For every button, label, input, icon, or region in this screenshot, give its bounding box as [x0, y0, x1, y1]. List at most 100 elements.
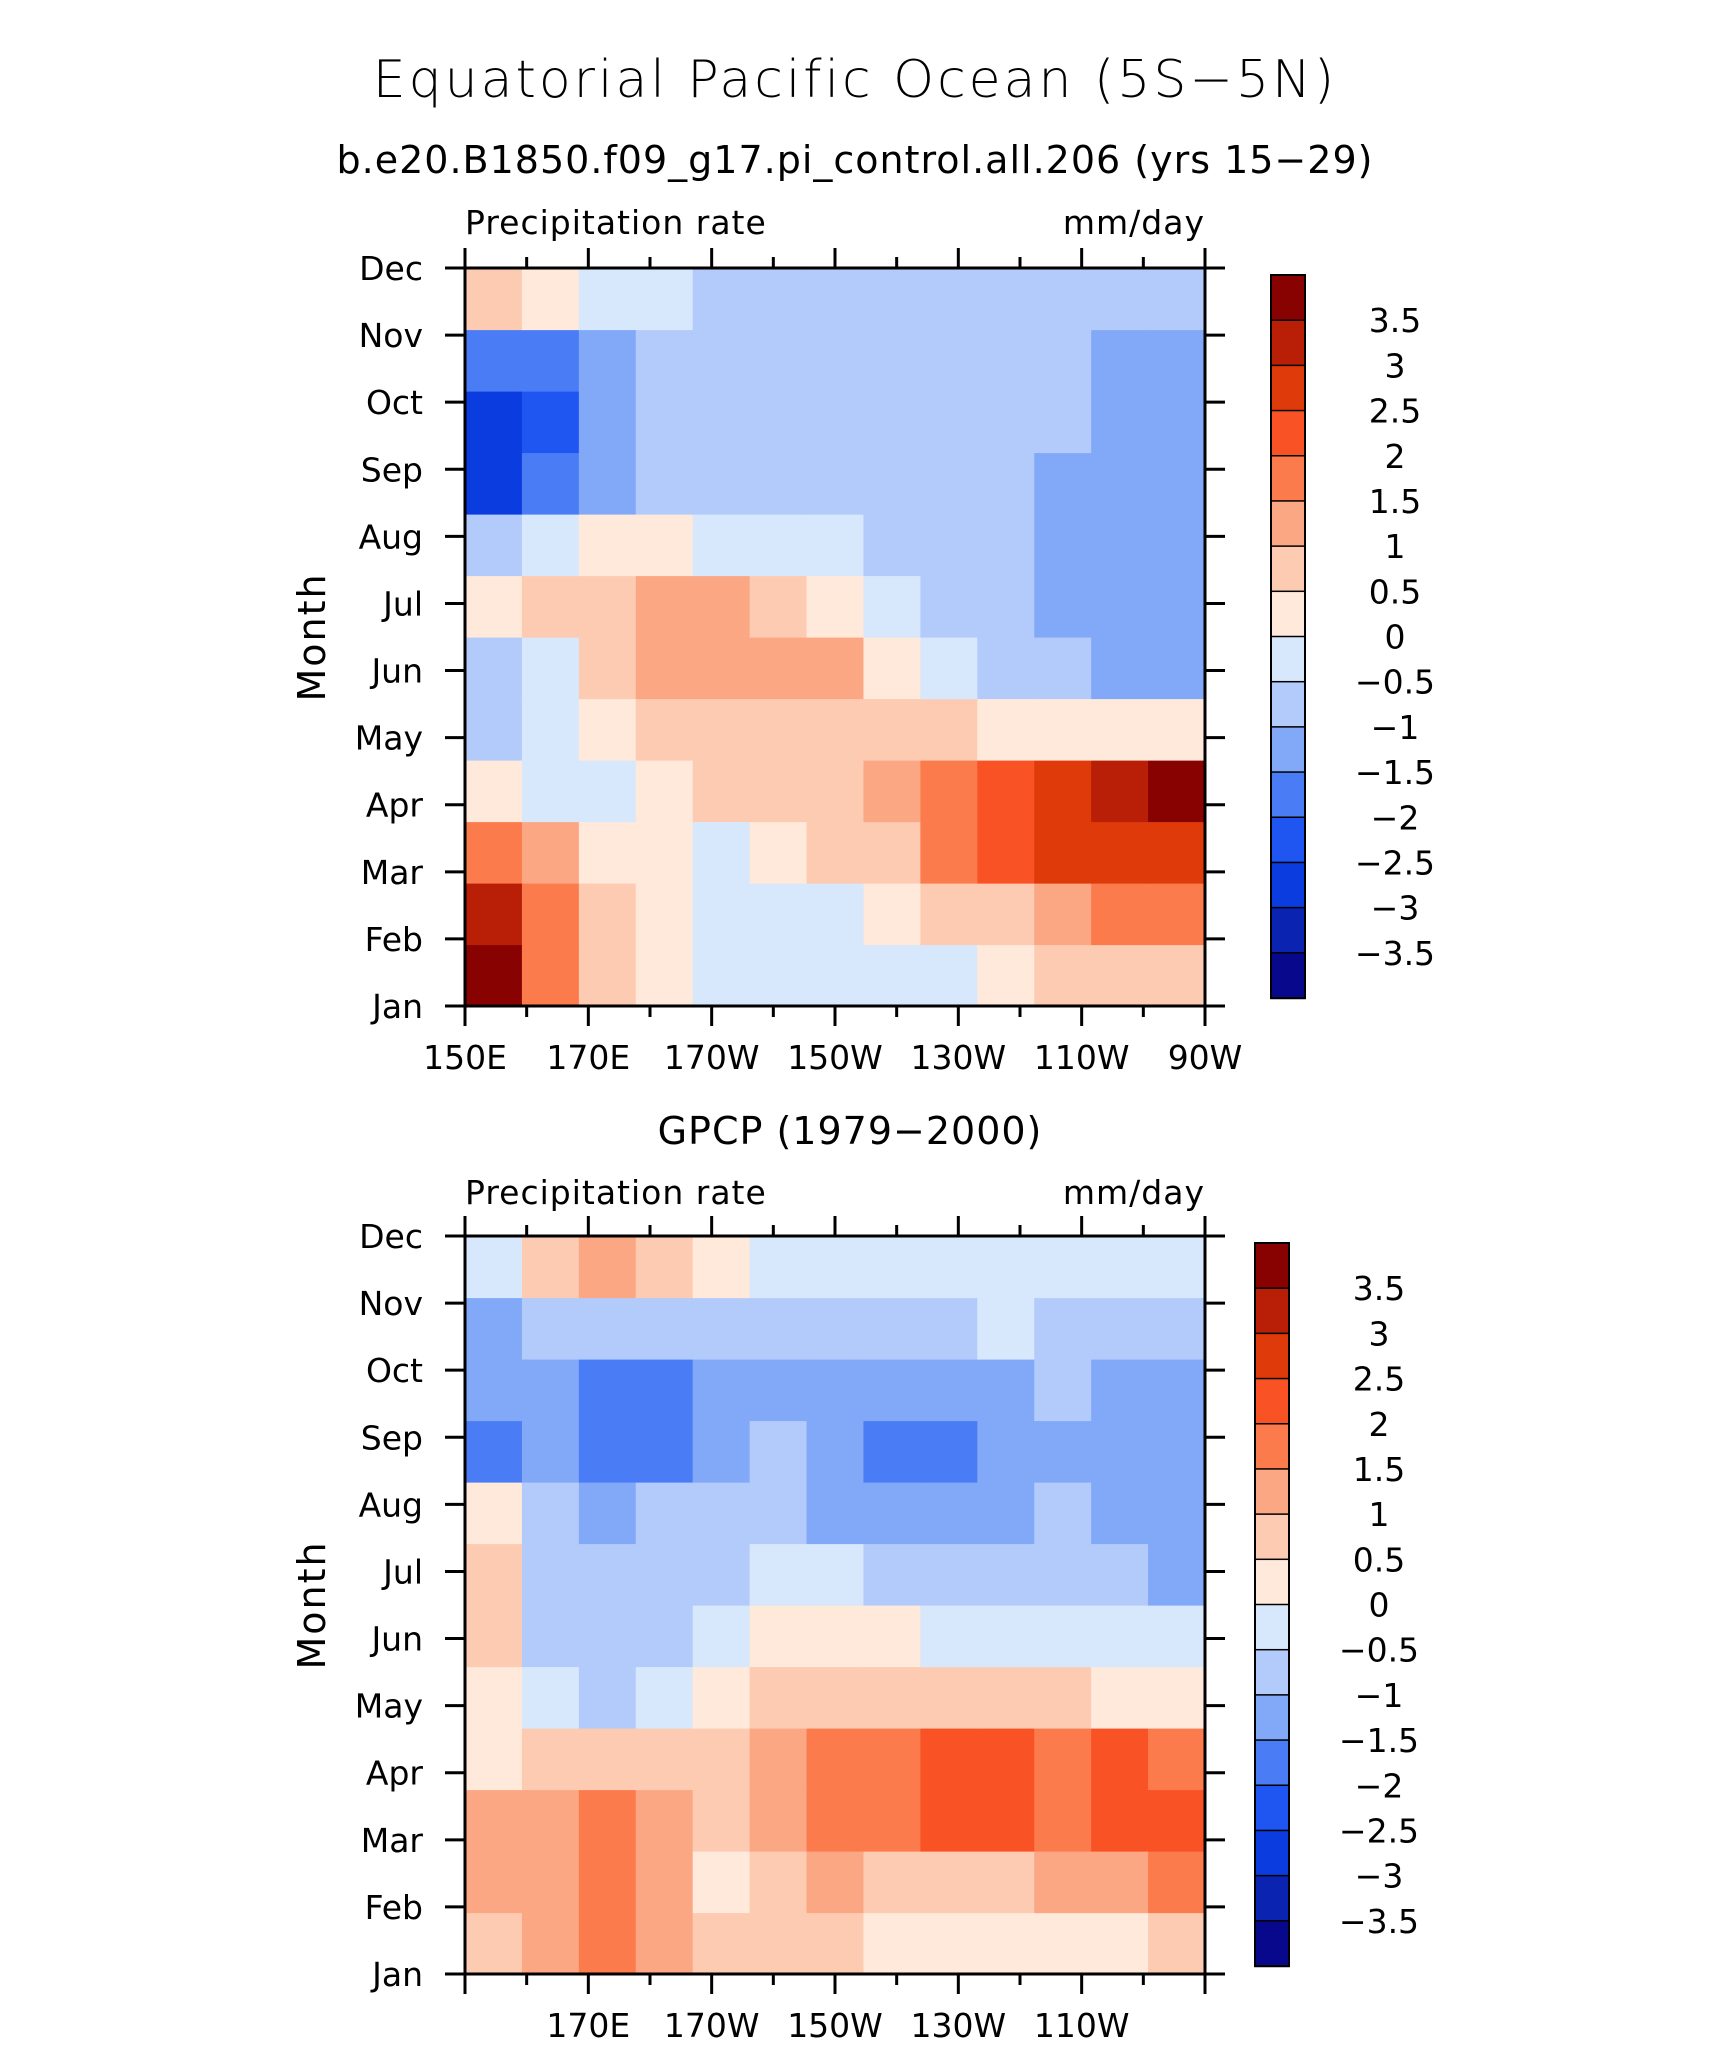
heatmap-cell — [863, 1543, 921, 1606]
heatmap-cell — [635, 575, 694, 638]
main-title: Equatorial Pacific Ocean (5S−5N) — [372, 50, 1338, 110]
panel-title: GPCP (1979−2000) — [658, 1109, 1043, 1153]
heatmap-cell — [521, 1605, 580, 1668]
x-tick-label: 170W — [664, 1038, 760, 1077]
x-tick-label: 130W — [911, 1038, 1007, 1077]
heatmap-cell — [920, 637, 978, 700]
heatmap-cell — [977, 1420, 1035, 1483]
heatmap-cell — [749, 1420, 808, 1483]
heatmap-cell — [692, 1728, 751, 1791]
heatmap-cell — [1148, 391, 1206, 454]
heatmap-cell — [1148, 1728, 1206, 1791]
y-tick-label: Feb — [365, 920, 423, 959]
heatmap-cell — [977, 452, 1035, 515]
left-string: Precipitation rate — [465, 1173, 767, 1212]
heatmap-cell — [1148, 1666, 1206, 1729]
heatmap-cell — [578, 1297, 637, 1360]
colorbar-box — [1270, 545, 1306, 593]
heatmap-cell — [806, 1236, 865, 1299]
heatmap-cell — [806, 1789, 865, 1852]
heatmap-cell — [692, 1297, 751, 1360]
heatmap-cell — [806, 1297, 865, 1360]
heatmap-cell — [1091, 1789, 1149, 1852]
heatmap-cell — [1148, 514, 1206, 577]
colorbar-box — [1270, 319, 1306, 367]
heatmap-cell — [977, 1789, 1035, 1852]
x-tick-label: 150W — [787, 1038, 883, 1077]
heatmap-cell — [806, 637, 865, 700]
heatmap-cell — [635, 944, 694, 1007]
y-tick-label: Nov — [359, 316, 423, 355]
heatmap-cell — [521, 514, 580, 577]
heatmap-cell — [806, 698, 865, 761]
heatmap-cell — [578, 1482, 637, 1545]
heatmap-cell — [1034, 1789, 1092, 1852]
heatmap-cell — [1148, 944, 1206, 1007]
heatmap-cell — [465, 514, 523, 577]
colorbar-box — [1254, 1287, 1290, 1335]
heatmap-cell — [977, 1236, 1035, 1299]
colorbar-label: 1.5 — [1353, 1450, 1405, 1489]
heatmap-cell — [1148, 1789, 1206, 1852]
heatmap-cell — [863, 1605, 921, 1668]
heatmap-cell — [920, 1789, 978, 1852]
x-tick-label: 150W — [787, 2006, 883, 2045]
heatmap-cell — [806, 391, 865, 454]
x-tick-label: 170E — [546, 2006, 630, 2045]
heatmap-cell — [749, 1789, 808, 1852]
heatmap-cell — [1034, 1543, 1092, 1606]
heatmap-cell — [635, 268, 694, 331]
heatmap-cell — [521, 1912, 580, 1975]
y-axis-label: Month — [290, 572, 334, 701]
y-tick-label: Aug — [359, 517, 423, 556]
heatmap-cell — [521, 944, 580, 1007]
heatmap-cell — [692, 391, 751, 454]
heatmap-cell — [578, 944, 637, 1007]
heatmap-cell — [806, 575, 865, 638]
heatmap-cell — [863, 1236, 921, 1299]
heatmap-cell — [1091, 514, 1149, 577]
heatmap-cell — [863, 391, 921, 454]
heatmap-cell — [977, 514, 1035, 577]
heatmap-cell — [635, 329, 694, 392]
heatmap-cell — [1091, 1359, 1149, 1422]
heatmap-cell — [521, 1789, 580, 1852]
chart-panel-2: GPCP (1979−2000) Precipitation rate mm/day… — [290, 1109, 1419, 2045]
heatmap-cell — [465, 1666, 523, 1729]
heatmap-cell — [863, 1851, 921, 1914]
heatmap-cell — [863, 944, 921, 1007]
colorbar-label: −2 — [1355, 1766, 1404, 1805]
colorbar-label: −0.5 — [1355, 663, 1435, 702]
heatmap-cell — [1091, 1236, 1149, 1299]
right-string: mm/day — [1063, 203, 1205, 242]
heatmap-cell — [465, 1236, 523, 1299]
heatmap-cell — [465, 1297, 523, 1360]
heatmap-cell — [1148, 268, 1206, 331]
heatmap-cell — [977, 1851, 1035, 1914]
x-tick-label: 150E — [423, 1038, 507, 1077]
colorbar-label: 2.5 — [1369, 392, 1421, 431]
heatmap-cell — [749, 452, 808, 515]
heatmap-cell — [863, 452, 921, 515]
heatmap-cell — [1034, 821, 1092, 884]
colorbar-label: 0.5 — [1353, 1540, 1405, 1579]
heatmap-cell — [1034, 1728, 1092, 1791]
heatmap-cell — [692, 1420, 751, 1483]
heatmap-cell — [1148, 452, 1206, 515]
heatmap-cell — [692, 268, 751, 331]
heatmap-cell — [578, 1666, 637, 1729]
heatmap-cell — [1091, 1420, 1149, 1483]
heatmap-cell — [1034, 1420, 1092, 1483]
heatmap-cell — [1034, 268, 1092, 331]
heatmap-cell — [465, 452, 523, 515]
colorbar-label: −1.5 — [1339, 1721, 1419, 1760]
heatmap-cell — [920, 452, 978, 515]
heatmap-cell — [920, 391, 978, 454]
heatmap-cell — [1034, 637, 1092, 700]
y-tick-label: Dec — [359, 1217, 423, 1256]
heatmap-cell — [920, 1851, 978, 1914]
heatmap-cell — [578, 1789, 637, 1852]
heatmap-cell — [465, 1543, 523, 1606]
heatmap-cell — [1091, 1297, 1149, 1360]
